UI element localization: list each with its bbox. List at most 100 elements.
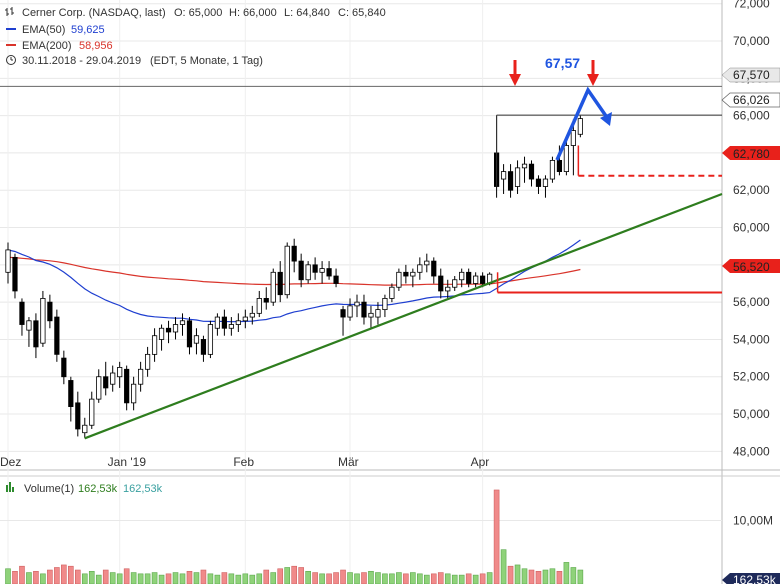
- candle: [151, 328, 158, 362]
- candle: [117, 361, 123, 388]
- candle: [40, 290, 46, 347]
- volume-bar: [95, 574, 102, 584]
- volume-bar: [340, 569, 346, 584]
- volume-bar: [493, 489, 500, 584]
- candle: [570, 119, 576, 176]
- price-tag-support-label: 56,520: [733, 260, 770, 274]
- volume-bar: [116, 573, 123, 584]
- volume-bar: [144, 573, 151, 584]
- candle: [138, 361, 144, 392]
- candle: [549, 156, 556, 183]
- candle: [200, 335, 207, 362]
- price-tag-resistance: 67,570: [721, 67, 780, 83]
- candle: [507, 164, 514, 198]
- candle: [193, 328, 200, 355]
- candle: [82, 417, 88, 439]
- blue-projection-arrow: [555, 86, 612, 161]
- candle: [535, 175, 542, 194]
- candle: [438, 268, 444, 299]
- volume-bar: [158, 574, 165, 584]
- volume-bar: [319, 573, 325, 584]
- volume-bar: [298, 567, 304, 584]
- volume-bar: [507, 565, 514, 584]
- y-tick-label: 54,000: [733, 332, 770, 346]
- volume-bar: [123, 568, 130, 584]
- volume-bar: [102, 569, 109, 584]
- candle: [361, 294, 367, 325]
- date-range-info: (EDT, 5 Monate, 1 Tag): [150, 55, 263, 67]
- ema50-line: [7, 239, 581, 323]
- volume-bar: [130, 572, 137, 584]
- candle: [256, 290, 262, 318]
- uptrend-line: [84, 192, 723, 440]
- volume-bar: [389, 573, 395, 584]
- volume-bar: [214, 574, 221, 584]
- y-tick-label: 56,000: [733, 295, 770, 309]
- volume-tag: 162,53k: [722, 573, 780, 584]
- candle: [263, 287, 269, 310]
- candle: [242, 309, 248, 329]
- volume-bar: [137, 573, 144, 584]
- candle: [500, 164, 507, 194]
- candle: [375, 302, 381, 325]
- y-tick-label: 66,000: [733, 109, 770, 123]
- volume-bar: [88, 570, 95, 584]
- candle: [368, 305, 374, 329]
- candle: [431, 257, 437, 284]
- candle: [12, 253, 18, 299]
- volume-tag-label: 162,53k: [733, 573, 777, 584]
- candle: [103, 361, 109, 396]
- volume-bar: [368, 570, 374, 584]
- candle: [221, 309, 227, 336]
- volume-bar: [26, 572, 32, 584]
- volume-bar: [479, 573, 486, 584]
- volume-bar: [54, 567, 60, 584]
- volume-bar: [347, 572, 353, 584]
- volume-bar: [549, 568, 556, 584]
- candle: [291, 238, 297, 273]
- candle: [179, 313, 186, 336]
- volume-bar: [12, 570, 18, 584]
- candle: [424, 253, 430, 273]
- candle: [68, 376, 74, 422]
- volume-bar: [472, 574, 479, 584]
- candle: [284, 242, 290, 299]
- volume-bar: [403, 573, 409, 584]
- candle: [5, 242, 11, 284]
- volume-bar: [382, 573, 388, 584]
- x-axis: Dez Jan '19 Feb Mär Apr: [0, 455, 489, 469]
- candle: [89, 391, 95, 429]
- volume-bar: [179, 573, 186, 584]
- price-tag-target: 62,780: [722, 146, 780, 161]
- volume-bar: [451, 574, 458, 584]
- y-tick-label: 48,000: [733, 444, 770, 458]
- candle: [347, 298, 353, 321]
- volume-bar: [535, 570, 542, 584]
- volume-bar: [193, 572, 200, 584]
- candle: [354, 294, 360, 318]
- candle: [47, 294, 53, 329]
- volume-bar: [61, 564, 67, 584]
- red-down-arrow-right: [587, 60, 599, 86]
- candle: [75, 391, 81, 437]
- price-tag-target-label: 62,780: [733, 147, 770, 161]
- volume-bar: [577, 569, 584, 584]
- ema50-value: 59,625: [71, 24, 105, 36]
- low-value: L: 64,840: [284, 7, 330, 19]
- volume-bar: [437, 572, 444, 584]
- volume-bar: [207, 573, 214, 584]
- volume-bar: [514, 564, 521, 584]
- volume-bar: [465, 573, 472, 584]
- volume-bar: [486, 572, 493, 584]
- candle: [61, 350, 67, 385]
- volume-bar: [249, 574, 256, 584]
- volume-bar: [430, 573, 437, 584]
- volume-bar: [570, 567, 577, 584]
- peak-annotation: 67,57: [545, 55, 580, 71]
- candle: [340, 305, 346, 336]
- volume-value-1: 162,53k: [78, 483, 118, 495]
- volume-bar: [221, 572, 228, 584]
- volume-bar: [151, 572, 158, 584]
- volume-bar: [200, 569, 207, 584]
